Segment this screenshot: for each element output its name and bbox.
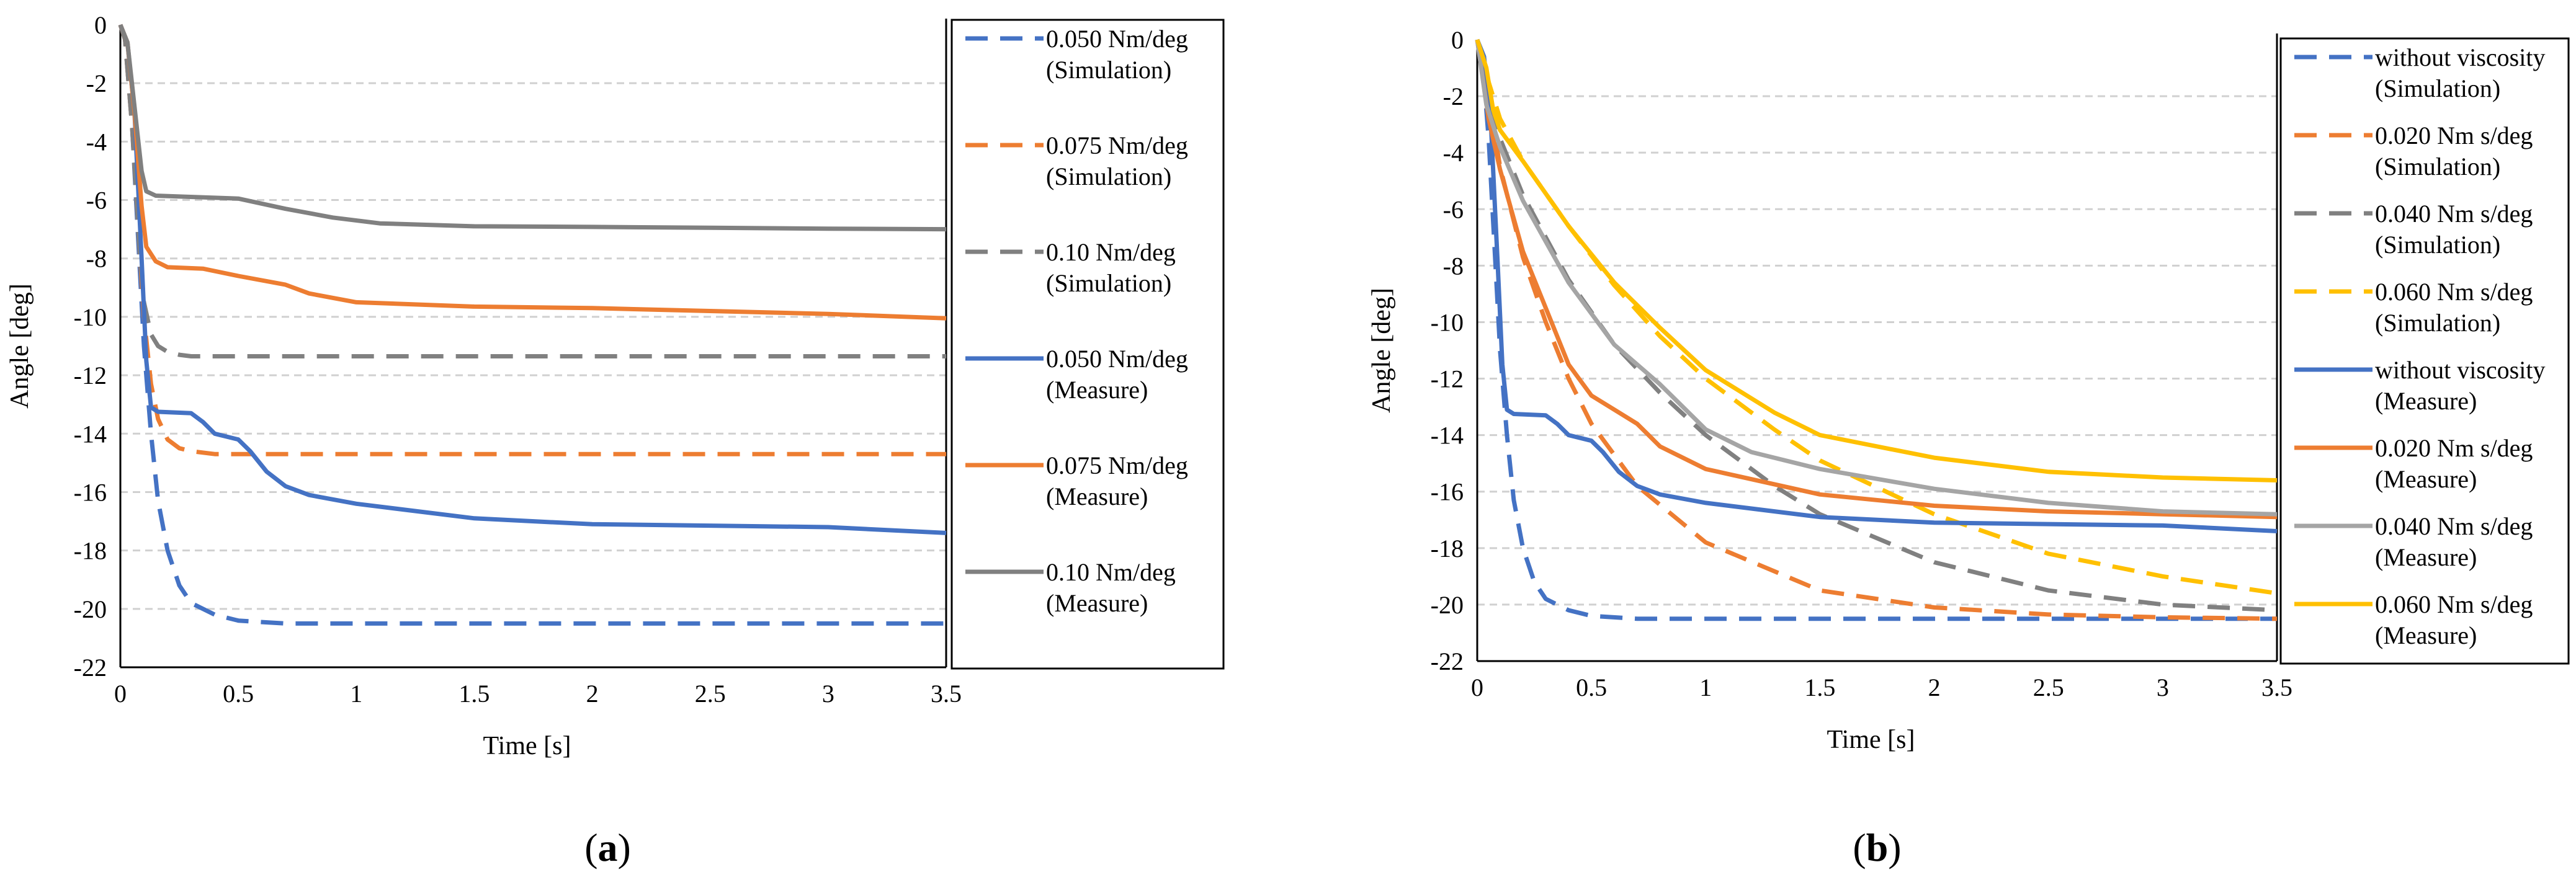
legend-label-sub: (Measure) bbox=[2375, 543, 2477, 571]
x-tick-label: 2 bbox=[586, 680, 599, 708]
legend-label-sub: (Simulation) bbox=[2375, 153, 2500, 180]
legend-label: 0.075 Nm/deg bbox=[1046, 451, 1188, 479]
legend-label: without viscosity bbox=[2375, 356, 2545, 384]
series-line bbox=[118, 24, 946, 358]
legend-label: 0.10 Nm/deg bbox=[1046, 558, 1176, 586]
legend-box bbox=[950, 19, 1225, 670]
y-tick-label: -16 bbox=[74, 478, 107, 506]
x-axis-label: Time [s] bbox=[483, 732, 571, 760]
legend-label-sub: (Simulation) bbox=[1046, 56, 1171, 84]
x-tick-label: 3.5 bbox=[2261, 673, 2292, 701]
panel-caption: (a) bbox=[584, 825, 631, 869]
series-line bbox=[118, 24, 947, 535]
y-tick-label: -16 bbox=[1431, 478, 1464, 506]
series-line bbox=[1475, 38, 2278, 482]
series-line bbox=[1475, 39, 2278, 613]
legend-label-sub: (Simulation) bbox=[2375, 309, 2500, 337]
series-line bbox=[1475, 38, 2278, 533]
y-tick-label: 0 bbox=[1451, 26, 1464, 54]
legend-label: 0.040 Nm s/deg bbox=[2375, 512, 2533, 540]
x-tick-label: 0 bbox=[114, 680, 127, 708]
x-tick-label: 3 bbox=[822, 680, 834, 708]
series-line bbox=[1475, 39, 2278, 520]
legend-label: 0.060 Nm s/deg bbox=[2375, 590, 2533, 618]
x-tick-label: 0.5 bbox=[223, 680, 254, 708]
panel-caption-letter: b bbox=[1866, 825, 1889, 869]
y-tick-label: -10 bbox=[74, 303, 107, 331]
legend-label: 0.075 Nm/deg bbox=[1046, 131, 1188, 159]
series-line bbox=[1475, 39, 2278, 621]
y-tick-label: -22 bbox=[74, 654, 107, 682]
y-tick-label: -18 bbox=[74, 537, 107, 565]
y-axis-label: Angle [deg] bbox=[6, 283, 34, 409]
y-tick-label: -4 bbox=[86, 128, 107, 156]
y-tick-label: -2 bbox=[1443, 82, 1464, 110]
y-tick-label: -6 bbox=[1443, 195, 1464, 223]
y-tick-label: -20 bbox=[1431, 591, 1464, 619]
x-tick-label: 1.5 bbox=[1804, 673, 1835, 701]
legend-label-sub: (Simulation) bbox=[1046, 162, 1171, 190]
chart-b: 0-2-4-6-8-10-12-14-16-18-20-220 0.5 1 1.5 2 2… bbox=[1367, 26, 2570, 869]
y-tick-label: -22 bbox=[1431, 647, 1464, 675]
y-tick-label: -12 bbox=[1431, 365, 1464, 393]
x-tick-label: 3.5 bbox=[931, 680, 962, 708]
y-tick-label: -6 bbox=[86, 187, 107, 215]
legend-label-sub: (Measure) bbox=[1046, 589, 1148, 617]
series-line bbox=[118, 24, 947, 232]
legend-label: 0.060 Nm s/deg bbox=[2375, 278, 2533, 306]
panel-caption-letter: a bbox=[598, 825, 618, 869]
y-tick-label: -4 bbox=[1443, 139, 1464, 167]
x-tick-label: 2 bbox=[1928, 673, 1941, 701]
legend-label: 0.050 Nm/deg bbox=[1046, 345, 1188, 373]
legend-label-sub: (Measure) bbox=[2375, 387, 2477, 415]
y-tick-label: -12 bbox=[74, 362, 107, 389]
legend-label: 0.040 Nm s/deg bbox=[2375, 200, 2533, 228]
y-tick-label: -20 bbox=[74, 595, 107, 623]
series-line bbox=[1475, 39, 2278, 517]
legend-label-sub: (Measure) bbox=[2375, 465, 2477, 493]
series-line bbox=[118, 24, 947, 321]
legend-label: 0.10 Nm/deg bbox=[1046, 238, 1176, 266]
legend-label: without viscosity bbox=[2375, 43, 2545, 71]
legend-label-sub: (Measure) bbox=[1046, 482, 1148, 510]
series-line bbox=[118, 24, 946, 456]
legend-label-sub: (Measure) bbox=[1046, 376, 1148, 404]
legend-label: 0.020 Nm s/deg bbox=[2375, 122, 2533, 149]
y-tick-label: 0 bbox=[94, 11, 107, 39]
panel-caption: (b) bbox=[1853, 825, 1901, 869]
legend-label-sub: (Simulation) bbox=[1046, 269, 1171, 297]
y-tick-label: -2 bbox=[86, 69, 107, 97]
legend-label: 0.050 Nm/deg bbox=[1046, 25, 1188, 53]
x-tick-label: 1 bbox=[1699, 673, 1712, 701]
series-line bbox=[1475, 39, 2278, 596]
x-tick-label: 3 bbox=[2157, 673, 2169, 701]
legend-label-sub: (Measure) bbox=[2375, 621, 2477, 649]
legend-label: 0.020 Nm s/deg bbox=[2375, 434, 2533, 462]
legend-box bbox=[2279, 37, 2570, 665]
y-tick-label: -14 bbox=[74, 420, 107, 448]
chart-a: 0-2-4-6-8-10-12-14-16-18-20-220 0.5 1 1.5 2 2… bbox=[6, 11, 1225, 869]
x-tick-label: 0 bbox=[1471, 673, 1483, 701]
series-line bbox=[1475, 38, 2277, 621]
x-tick-label: 2.5 bbox=[695, 680, 726, 708]
x-tick-label: 2.5 bbox=[2033, 673, 2064, 701]
x-tick-label: 0.5 bbox=[1576, 673, 1607, 701]
series-line bbox=[118, 24, 946, 626]
legend-label-sub: (Simulation) bbox=[2375, 231, 2500, 259]
x-axis-label: Time [s] bbox=[1827, 726, 1915, 754]
y-tick-label: -8 bbox=[1443, 252, 1464, 280]
x-tick-label: 1.5 bbox=[458, 680, 490, 708]
y-axis-label: Angle [deg] bbox=[1367, 288, 1396, 413]
y-tick-label: -14 bbox=[1431, 422, 1464, 450]
x-tick-label: 1 bbox=[350, 680, 362, 708]
y-tick-label: -10 bbox=[1431, 308, 1464, 336]
y-tick-label: -8 bbox=[86, 245, 107, 273]
legend-label-sub: (Simulation) bbox=[2375, 74, 2500, 102]
y-tick-label: -18 bbox=[1431, 535, 1464, 562]
